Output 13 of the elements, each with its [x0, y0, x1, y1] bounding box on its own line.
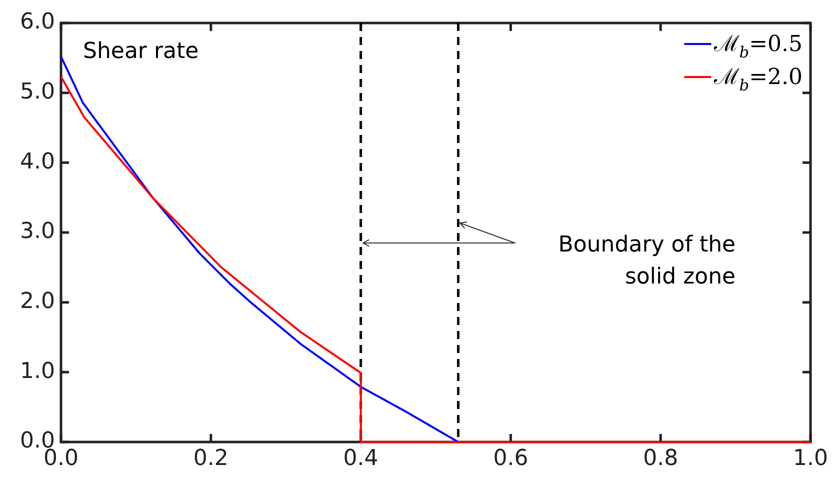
y-tick-label: 3.0	[20, 219, 55, 244]
y-tick-label: 1.0	[20, 358, 55, 384]
y-tick-label: 5.0	[20, 80, 55, 105]
x-tick-label: 0.8	[643, 446, 678, 471]
x-tick-label: 0.6	[493, 446, 528, 471]
y-tick-label: 2.0	[20, 289, 55, 314]
y-tick-label: 4.0	[20, 149, 55, 174]
x-tick-label: 0.2	[193, 446, 228, 471]
y-tick-label: 6.0	[20, 10, 55, 35]
annotation: Boundary of the solid zone	[558, 232, 736, 290]
x-tick-label: 1.0	[793, 446, 828, 471]
x-tick-label: 0.4	[343, 446, 378, 471]
annotation: Shear rate	[83, 39, 199, 64]
